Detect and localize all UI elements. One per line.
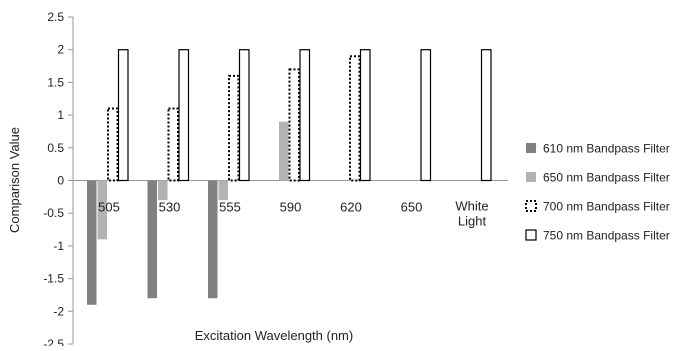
bar-2-2 [158,180,168,201]
bar-4-2 [178,49,190,182]
legend-swatch-3 [525,200,537,212]
x-category-label: 650 [401,200,423,215]
legend-label-4: 750 nm Bandpass Filter [543,229,670,243]
bar-2-1 [97,180,107,240]
bar-3-3 [228,74,240,182]
bar-2-4 [279,121,289,181]
bar-4-4 [299,49,311,182]
bar-4-3 [238,49,250,182]
bar-4-7 [480,49,492,182]
bar-4-6 [420,49,432,182]
bar-3-4 [288,68,300,182]
y-axis-title: Comparison Value [7,127,22,233]
legend-swatch-1 [526,143,536,153]
bar-2-3 [218,180,228,201]
y-tick-label: 0.5 [47,141,64,155]
x-category-label: 555 [219,200,241,215]
x-category-label: 590 [280,200,302,215]
bar-3-5 [349,55,361,182]
x-category-label: 505 [98,200,120,215]
y-tick-label: -2 [53,304,64,318]
legend-swatch-4 [525,229,537,241]
legend: 610 nm Bandpass Filter 650 nm Bandpass Fi… [525,142,670,243]
bar-4-1 [117,49,129,182]
legend-label-2: 650 nm Bandpass Filter [543,171,670,185]
bar-1-2 [147,180,157,299]
bar-3-2 [167,107,179,182]
bar-1-3 [208,180,218,299]
x-category-label: 530 [159,200,181,215]
legend-label-3: 700 nm Bandpass Filter [543,200,670,214]
y-tick-label: 2 [57,43,64,57]
legend-swatch-2 [526,172,536,182]
legend-label-1: 610 nm Bandpass Filter [543,142,670,156]
x-category-label: White Light [455,199,488,229]
y-tick-label: 1 [57,108,64,122]
x-category-label: 620 [340,200,362,215]
y-tick-label: 1.5 [47,75,64,89]
y-tick-label: -1 [53,239,64,253]
y-tick-label: 2.5 [47,10,64,24]
x-axis-title: Excitation Wavelength (nm) [195,328,353,343]
y-tick-label: -0.5 [43,206,64,220]
y-tick-label: -1.5 [43,272,64,286]
plot-area: 2.5 2 1.5 1 0.5 0 -0.5 -1 -1.5 -2 -2.5 505 530 555 590… [43,10,508,351]
y-tick-label: 0 [57,174,64,188]
y-tick-label: -2.5 [43,337,64,346]
bar-1-1 [87,180,97,305]
bar-3-1 [107,107,119,182]
bar-4-5 [359,49,371,182]
